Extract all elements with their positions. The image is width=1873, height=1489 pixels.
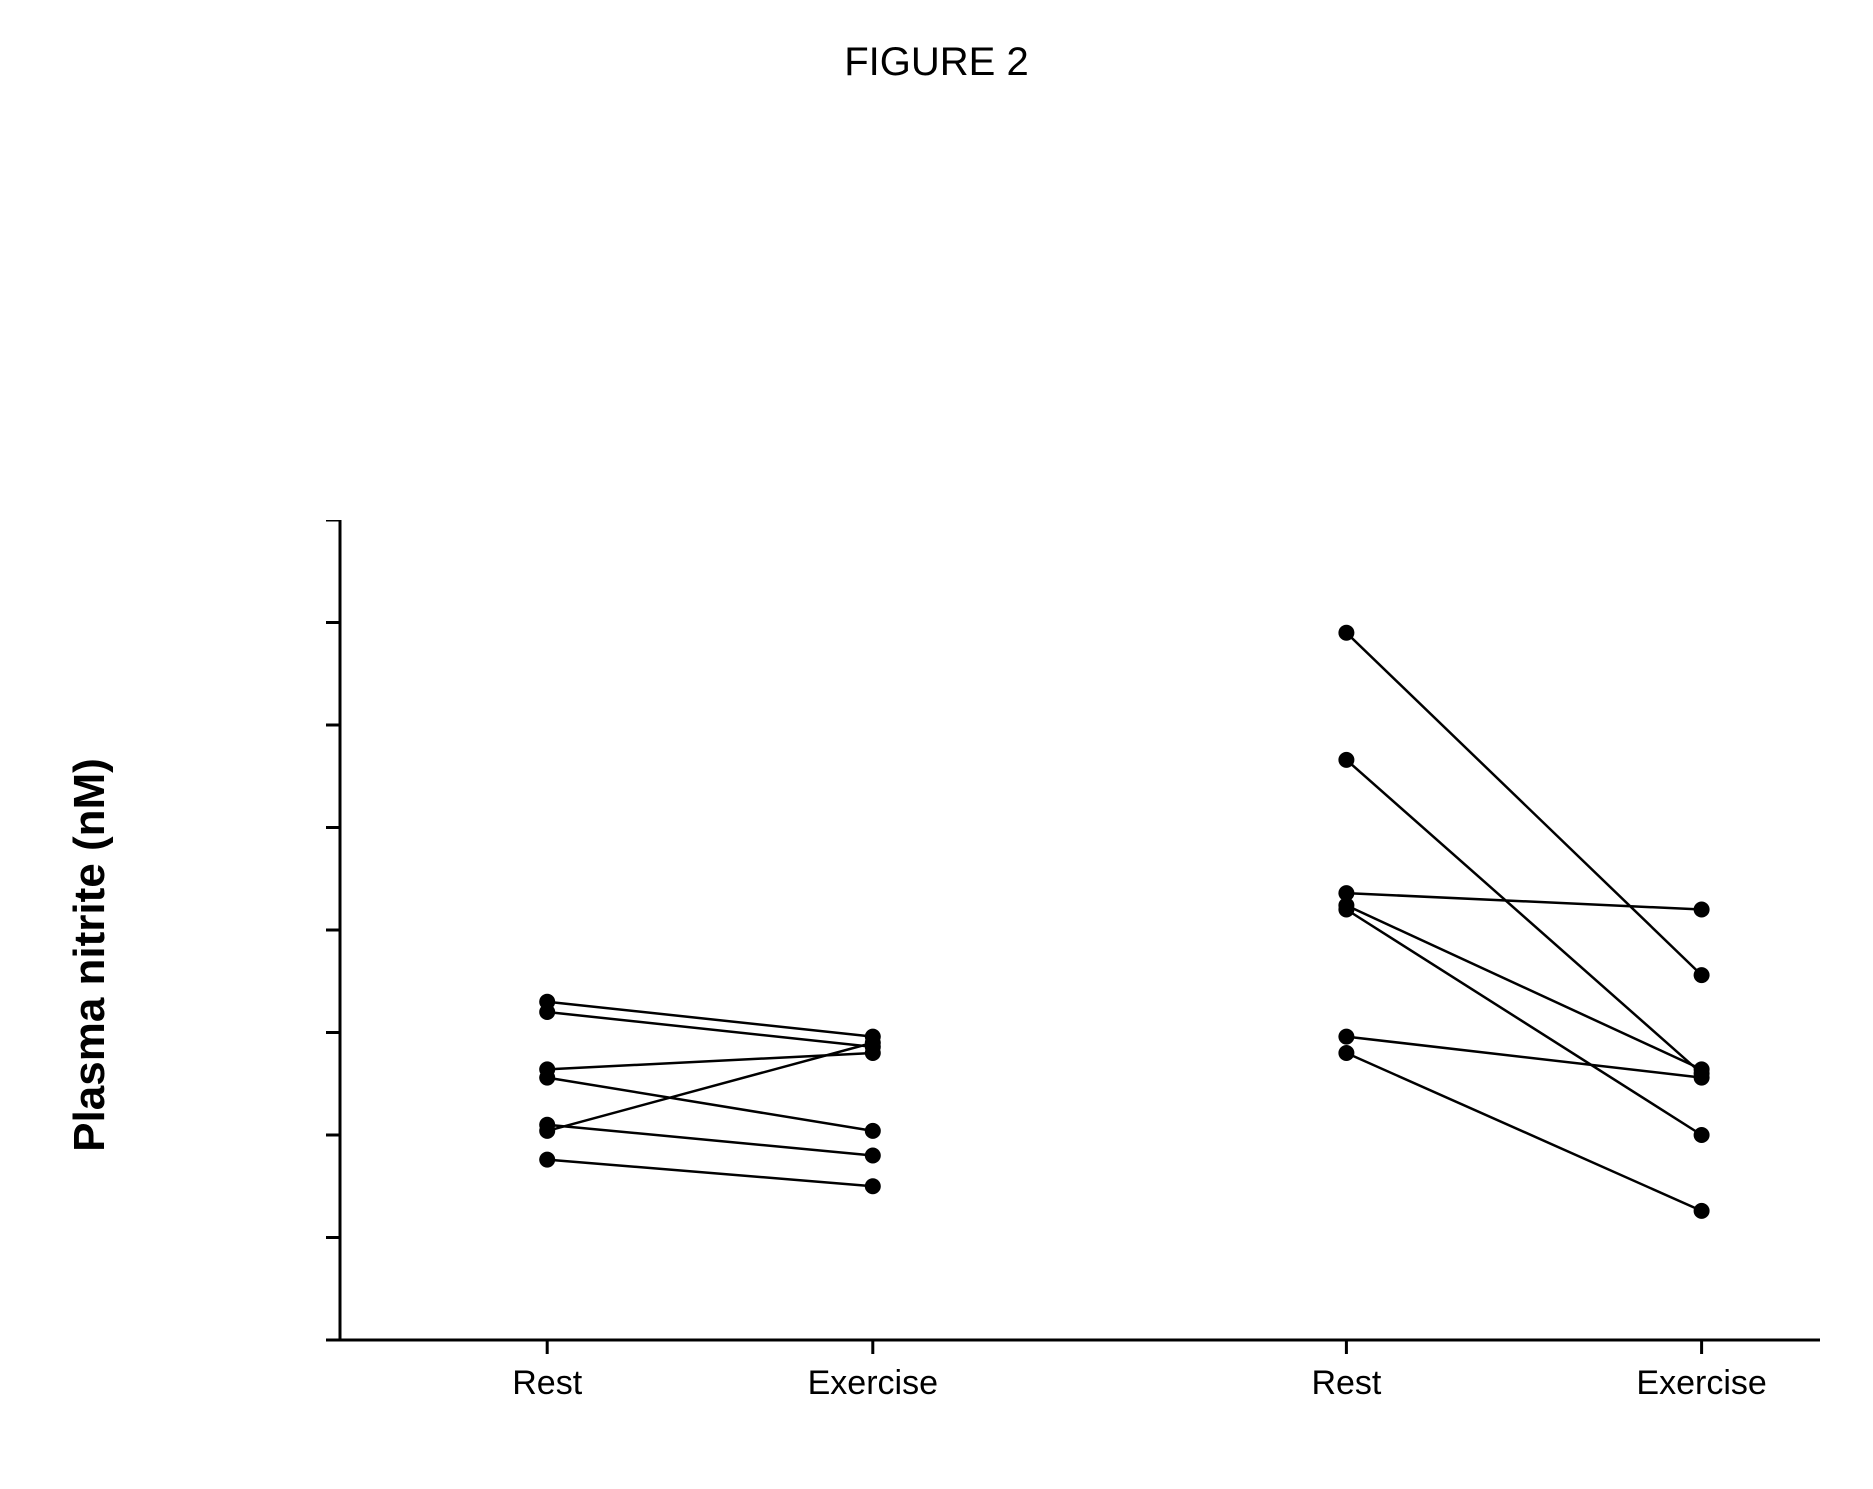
pair-line bbox=[547, 1012, 873, 1047]
data-point bbox=[1694, 967, 1710, 983]
pair-line bbox=[547, 1002, 873, 1037]
pair-line bbox=[1346, 633, 1701, 975]
pair-line bbox=[547, 1160, 873, 1187]
page: FIGURE 2 Plasma nitrite (nM) 05010015020… bbox=[0, 0, 1873, 1489]
x-category-label: Rest bbox=[512, 1364, 582, 1402]
data-point bbox=[1338, 902, 1354, 918]
data-point bbox=[1338, 1029, 1354, 1045]
data-point bbox=[865, 1148, 881, 1164]
pair-line bbox=[1346, 893, 1701, 909]
x-category-label: Exercise bbox=[1636, 1364, 1766, 1402]
data-point bbox=[539, 1152, 555, 1168]
x-category-label: Exercise bbox=[808, 1364, 938, 1402]
data-point bbox=[1338, 752, 1354, 768]
data-point bbox=[1694, 1203, 1710, 1219]
data-point bbox=[539, 1004, 555, 1020]
chart-area: 050100150200250300350400RestExerciseRest… bbox=[320, 520, 1800, 1420]
pair-line bbox=[1346, 1037, 1701, 1078]
data-point bbox=[1338, 1045, 1354, 1061]
data-point bbox=[1694, 1070, 1710, 1086]
data-point bbox=[865, 1123, 881, 1139]
y-axis-label: Plasma nitrite (nM) bbox=[65, 545, 115, 1365]
data-point bbox=[865, 1035, 881, 1051]
data-point bbox=[1694, 1127, 1710, 1143]
chart-svg: 050100150200250300350400RestExerciseRest… bbox=[320, 520, 1840, 1460]
data-point bbox=[865, 1178, 881, 1194]
data-point bbox=[539, 1070, 555, 1086]
pair-line bbox=[1346, 1053, 1701, 1211]
pair-line bbox=[1346, 905, 1701, 1069]
pair-line bbox=[1346, 910, 1701, 1136]
figure-title: FIGURE 2 bbox=[0, 40, 1873, 85]
pair-line bbox=[547, 1125, 873, 1156]
x-category-label: Rest bbox=[1311, 1364, 1381, 1402]
pair-line bbox=[1346, 760, 1701, 1074]
data-point bbox=[1338, 625, 1354, 641]
data-point bbox=[1694, 902, 1710, 918]
data-point bbox=[539, 1123, 555, 1139]
